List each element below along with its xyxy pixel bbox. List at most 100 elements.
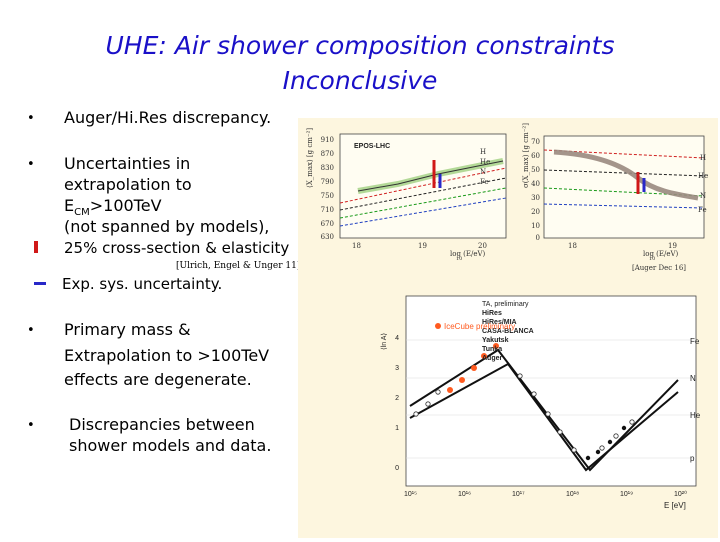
data-point xyxy=(531,391,537,397)
xmax-ytick-1: 870 xyxy=(321,150,334,158)
legend-tunka: Tunka xyxy=(482,346,502,353)
lna-legend: TA, preliminary HiRes HiRes/MIA CASA-BLA… xyxy=(482,301,534,362)
slide-title: UHE: Air shower composition constraints … xyxy=(0,28,720,98)
xmax-xlabel: log (E/eV) xyxy=(450,250,486,258)
bullet-2-line-4: (not spanned by models), xyxy=(64,217,270,236)
ecm-e: E xyxy=(64,196,75,215)
data-point xyxy=(571,447,577,453)
xmax-ytick-2: 830 xyxy=(321,164,334,172)
sigma-xtick-1: 19 xyxy=(668,242,677,250)
bullet-2-line-6: Exp. sys. uncertainty. xyxy=(62,275,223,293)
lna-xtick-5: 10²⁰ xyxy=(674,490,687,498)
sigma-species-fe: Fe xyxy=(698,206,707,214)
xmax-data-trend xyxy=(357,160,504,192)
lna-species-he: He xyxy=(690,411,701,420)
bullet-3-line-2: Extrapolation to >100TeV xyxy=(64,346,270,365)
icecube-legend-dot xyxy=(435,323,441,329)
xmax-xtick-1: 19 xyxy=(418,242,427,250)
bullet-3-line-3: effects are degenerate. xyxy=(64,370,252,389)
data-point xyxy=(545,411,551,417)
bullet-2-line-5: 25% cross-section & elasticity xyxy=(64,239,290,257)
lna-frame xyxy=(405,295,697,487)
auger-point xyxy=(607,439,613,445)
bullet-2-line-1: Uncertainties in xyxy=(64,154,191,173)
xmax-ytick-7: 630 xyxy=(321,233,334,241)
icecube-point xyxy=(447,387,453,393)
xmax-ytick-6: 670 xyxy=(321,220,334,228)
sigma-ytick-4: 40 xyxy=(531,180,540,188)
sigma-xlabel: log (E/eV) xyxy=(643,250,679,258)
bullet-1-text: Auger/Hi.Res discrepancy. xyxy=(64,108,272,127)
xmax-ytick-4: 750 xyxy=(321,192,334,200)
lna-xtick-3: 10¹⁸ xyxy=(566,491,579,498)
auger-point xyxy=(595,449,601,455)
lna-species-fe: Fe xyxy=(690,337,700,346)
sigma-species-h: H xyxy=(700,154,706,162)
sigma-ytick-0: 0 xyxy=(536,234,540,242)
icecube-point xyxy=(459,377,465,383)
sigma-species-he: He xyxy=(698,172,708,180)
lna-ytick-0: 0 xyxy=(395,465,399,472)
icecube-point xyxy=(481,353,487,359)
sigma-ytick-2: 20 xyxy=(531,208,540,216)
lna-xtick-1: 10¹⁶ xyxy=(458,491,471,498)
blue-marker xyxy=(34,282,46,285)
sigma-species-n: N xyxy=(700,192,706,200)
bullet-2-marker: • xyxy=(27,157,35,172)
sigma-nitrogen-line xyxy=(543,187,705,197)
sigma-ytick-6: 60 xyxy=(531,152,540,160)
lna-ylabel: ⟨ln A⟩ xyxy=(380,333,388,350)
icecube-points xyxy=(447,343,499,393)
sigma-ylabel: σ(X_max) [g cm⁻²] xyxy=(522,123,530,188)
xmax-helium-line xyxy=(339,177,507,211)
xmax-nitrogen-line xyxy=(339,187,507,219)
sigma-ytick-7: 70 xyxy=(531,138,540,146)
data-point xyxy=(435,389,441,395)
data-point xyxy=(557,429,563,435)
xmax-iron-line xyxy=(339,197,507,227)
lna-data-points xyxy=(413,373,635,453)
legend-yakutsk: Yakutsk xyxy=(482,337,509,344)
data-point xyxy=(413,411,419,417)
legend-ta: TA, preliminary xyxy=(482,301,529,308)
bullet-4-line-2: shower models and data. xyxy=(69,436,272,455)
sigma-xlabel-sub: 10 xyxy=(649,256,655,262)
bullet-4-line-1: Discrepancies between xyxy=(69,415,255,434)
lna-xtick-4: 10¹⁹ xyxy=(620,491,633,498)
icecube-point xyxy=(471,365,477,371)
bullet-1-marker: • xyxy=(27,111,35,126)
lna-band-lower xyxy=(409,362,679,472)
sigma-figure: σ(X_max) [g cm⁻²] 70 60 50 40 30 20 10 0… xyxy=(522,123,708,272)
lna-band-upper xyxy=(409,348,679,472)
legend-hires: HiRes xyxy=(482,310,502,317)
lna-xtick-2: 10¹⁷ xyxy=(512,491,525,498)
xmax-frame xyxy=(339,133,507,239)
sigma-iron-line xyxy=(543,203,705,209)
ecm-sub: CM xyxy=(74,207,90,219)
legend-auger: Auger xyxy=(482,355,503,362)
bullet-4-marker: • xyxy=(27,418,35,433)
lna-ytick-4: 4 xyxy=(395,335,399,342)
lna-species-n: N xyxy=(690,374,696,383)
auger-points xyxy=(585,425,627,461)
lna-figure: ⟨ln A⟩ 0 1 2 3 4 xyxy=(380,295,701,510)
xmax-ytick-5: 710 xyxy=(321,206,334,214)
ecm-rest: >100TeV xyxy=(89,196,162,215)
xmax-species-fe: Fe xyxy=(480,178,489,186)
xmax-xtick-0: 18 xyxy=(352,242,361,250)
data-point xyxy=(517,373,523,379)
xmax-species-n: N xyxy=(480,168,486,176)
sigma-ytick-5: 50 xyxy=(531,166,540,174)
data-point xyxy=(613,433,619,439)
sigma-xtick-0: 18 xyxy=(568,242,577,250)
figures-panel: EPOS-LHC ⟨X_max⟩ [g cm⁻²] 910 870 830 79… xyxy=(298,118,718,538)
xmax-xlabel-sub: 10 xyxy=(456,256,462,262)
xmax-ytick-3: 790 xyxy=(321,178,334,186)
sigma-ytick-1: 10 xyxy=(531,222,540,230)
sigma-helium-line xyxy=(543,169,705,177)
data-point xyxy=(599,445,605,451)
lna-xtick-0: 10¹⁵ xyxy=(404,491,417,498)
bullet-2-line-3: ECM>100TeV xyxy=(64,195,162,223)
figures-svg: EPOS-LHC ⟨X_max⟩ [g cm⁻²] 910 870 830 79… xyxy=(306,123,708,510)
xmax-species-h: H xyxy=(480,148,486,156)
